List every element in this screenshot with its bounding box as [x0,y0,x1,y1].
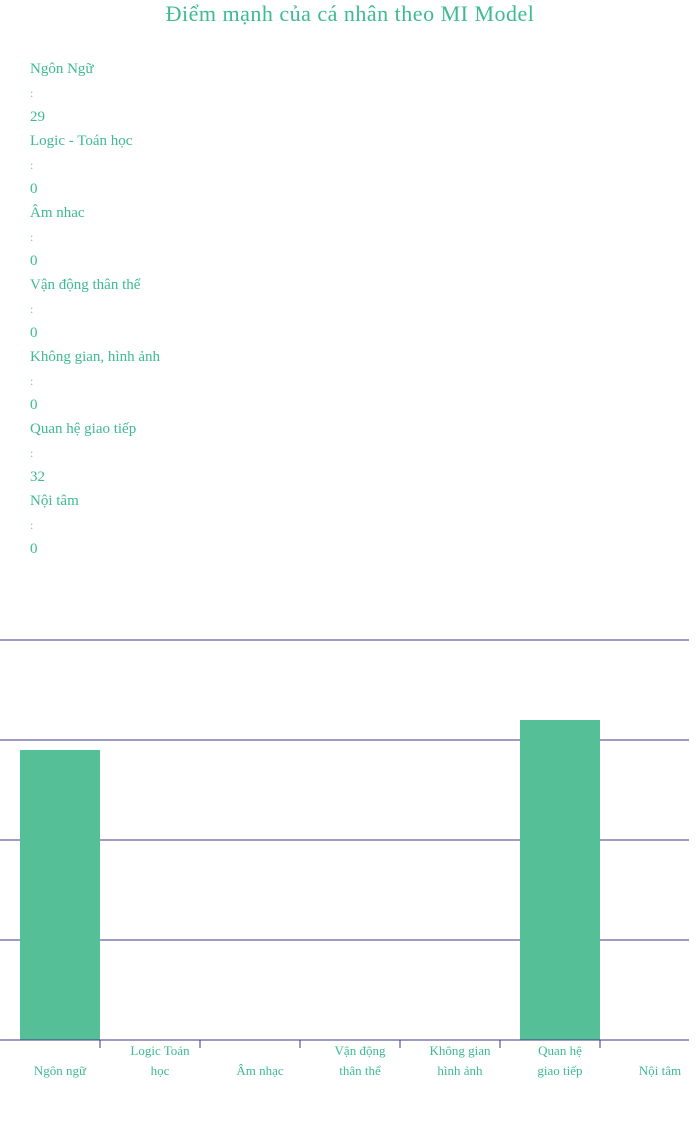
score-separator: : [30,302,34,316]
x-tick-label: Vận động thân thể [335,1043,386,1078]
bar [520,720,600,1040]
score-value: 0 [30,181,38,197]
score-item-interpersonal: Quan hệ giao tiếp : 32 [30,417,430,489]
x-tick-label: Logic Toán học [130,1043,190,1078]
mi-bar-chart: Ngôn ngữ Logic Toán học Âm nhạc Vận động thân… [0,600,700,1100]
x-tick-label: Không gian hình ảnh [429,1043,491,1078]
score-label: Vận động thân thể [30,277,141,293]
score-separator: : [30,158,34,172]
chart-svg: Ngôn ngữ Logic Toán học Âm nhạc Vận động thân… [0,639,689,1078]
score-value: 29 [30,109,45,125]
x-tick-label: Âm nhạc [236,1063,284,1078]
score-value: 0 [30,325,38,341]
score-item-bodily: Vận động thân thể : 0 [30,273,430,345]
score-value: 0 [30,253,38,269]
score-item-language: Ngôn Ngữ : 29 [30,57,430,129]
score-separator: : [30,374,34,388]
score-label: Quan hệ giao tiếp [30,421,137,437]
score-separator: : [30,518,34,532]
score-separator: : [30,230,34,244]
score-item-logic: Logic - Toán học : 0 [30,129,430,201]
score-label: Nội tâm [30,493,79,509]
score-label: Ngôn Ngữ [30,61,94,77]
score-label: Không gian, hình ảnh [30,349,160,365]
score-value: 32 [30,469,45,485]
x-tick-label: Nội tâm [639,1063,681,1078]
score-label: Âm nhac [30,205,85,221]
x-tick-label: Quan hệ giao tiếp [537,1043,582,1078]
score-label: Logic - Toán học [30,133,133,149]
page-title: Điểm mạnh của cá nhân theo MI Model [165,1,535,26]
bar [20,750,100,1040]
x-tick-label: Ngôn ngữ [34,1063,87,1078]
score-list: Ngôn Ngữ : 29 Logic - Toán học : 0 Âm nh… [30,57,430,561]
score-value: 0 [30,397,38,413]
score-separator: : [30,446,34,460]
score-value: 0 [30,541,38,557]
score-separator: : [30,86,34,100]
score-item-intrapersonal: Nội tâm : 0 [30,489,430,561]
score-item-music: Âm nhac : 0 [30,201,430,273]
score-item-spatial: Không gian, hình ảnh : 0 [30,345,430,417]
